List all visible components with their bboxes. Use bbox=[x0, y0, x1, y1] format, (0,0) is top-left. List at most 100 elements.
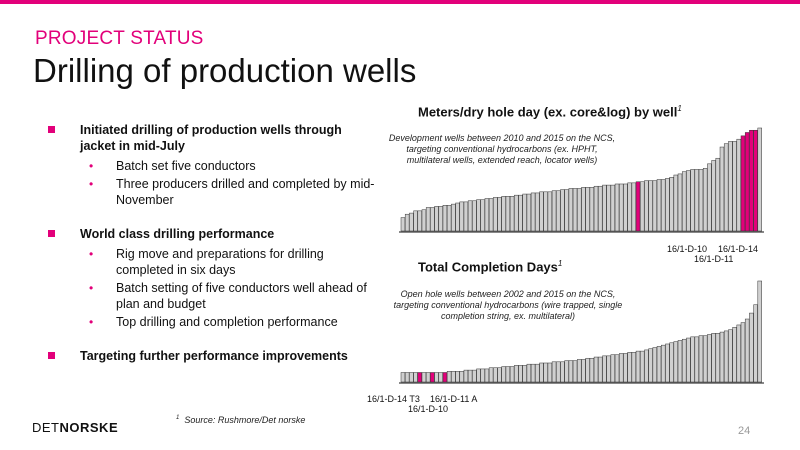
chart1-bar bbox=[556, 190, 561, 232]
chart2-bar bbox=[467, 369, 473, 383]
chart1-bar bbox=[514, 194, 519, 232]
chart2-bar bbox=[417, 372, 422, 383]
chart2-bar bbox=[505, 366, 511, 383]
chart1-bar bbox=[656, 179, 662, 232]
chart2-bar bbox=[610, 354, 616, 383]
top-accent-bar bbox=[0, 0, 800, 4]
slide-title: Drilling of production wells bbox=[33, 52, 417, 89]
chart2-label-t3: 16/1-D-14 T3 bbox=[367, 394, 420, 404]
chart2-bar bbox=[681, 338, 687, 383]
chart1-bar bbox=[661, 179, 666, 232]
chart2-bar bbox=[749, 312, 754, 383]
chart2-bar bbox=[514, 365, 519, 383]
chart2-bar bbox=[665, 343, 670, 383]
chart2-bar bbox=[522, 365, 527, 383]
chart1-bar bbox=[732, 141, 737, 232]
chart1-bar bbox=[560, 189, 565, 232]
chart1-bar bbox=[425, 207, 431, 232]
chart1-bar bbox=[572, 188, 578, 232]
chart1-bar bbox=[715, 157, 720, 232]
chart2-label-d10: 16/1-D-10 bbox=[408, 404, 449, 414]
chart2-bar bbox=[707, 334, 712, 383]
sub-bullet-text: Three producers drilled and completed by… bbox=[116, 177, 375, 207]
chart1-annotation: Development wells between 2010 and 2015 … bbox=[388, 133, 616, 165]
chart1-bar bbox=[417, 210, 422, 232]
chart2-bar bbox=[656, 346, 662, 383]
chart1-bar bbox=[497, 197, 502, 232]
chart1-bar bbox=[409, 212, 414, 232]
chart2-bar bbox=[723, 330, 729, 383]
chart1-bar bbox=[702, 168, 708, 232]
chart1-bar bbox=[694, 169, 699, 232]
chart2-bar bbox=[648, 348, 653, 383]
chart2-bar bbox=[577, 359, 582, 383]
source-footnote: 1 Source: Rushmore/Det norske bbox=[176, 415, 306, 425]
page-number: 24 bbox=[738, 425, 751, 437]
chart1-bar bbox=[669, 177, 674, 232]
chart2-bar bbox=[623, 353, 628, 383]
chart1-bar bbox=[614, 183, 620, 232]
chart1-bar bbox=[753, 129, 758, 232]
dot-bullet-icon: • bbox=[89, 247, 94, 261]
chart1-bar bbox=[652, 180, 658, 232]
chart2-bar bbox=[694, 336, 699, 383]
chart1-bar bbox=[442, 205, 448, 232]
chart1-bar bbox=[598, 185, 603, 232]
chart1-bar bbox=[623, 183, 628, 232]
chart1-bar bbox=[644, 180, 649, 232]
chart1-bar bbox=[459, 201, 464, 232]
chart2-bar bbox=[619, 353, 624, 383]
chart1-bar bbox=[719, 146, 725, 232]
chart1-bar bbox=[564, 189, 569, 232]
chart1-bar bbox=[635, 181, 641, 232]
dot-bullet-icon: • bbox=[89, 159, 94, 173]
sub-bullet: • Top drilling and completion performance bbox=[48, 314, 378, 330]
chart2-bar bbox=[669, 342, 674, 383]
chart2-bar bbox=[627, 352, 632, 383]
chart1-bar bbox=[707, 163, 712, 232]
chart1-bar bbox=[728, 141, 733, 232]
chart2-bar bbox=[736, 324, 741, 383]
chart2-bar bbox=[413, 372, 418, 383]
chart2-bar bbox=[556, 361, 561, 383]
chart2-bar bbox=[463, 369, 469, 383]
chart1-label-d10: 16/1-D-10 bbox=[667, 244, 708, 254]
chart1-bar bbox=[404, 213, 410, 232]
chart2-bar bbox=[753, 304, 758, 383]
chart1-bar bbox=[568, 188, 574, 232]
chart2-bar bbox=[446, 371, 452, 383]
chart2-bar bbox=[598, 356, 603, 383]
chart1-bar bbox=[749, 129, 754, 232]
chart1-bar bbox=[640, 181, 645, 232]
dot-bullet-icon: • bbox=[89, 281, 94, 295]
chart2-bar bbox=[661, 344, 666, 383]
chart2-bar bbox=[631, 352, 637, 383]
chart2-bar bbox=[702, 335, 708, 383]
chart2-bar bbox=[757, 280, 762, 383]
chart1-bar bbox=[526, 193, 532, 232]
chart1-bar bbox=[446, 205, 452, 232]
chart1-bar bbox=[543, 191, 548, 232]
chart1-bar bbox=[631, 182, 637, 232]
chart2-bar bbox=[535, 363, 540, 383]
bullet-1-text: Initiated drilling of production wells t… bbox=[80, 123, 342, 153]
chart1-bar bbox=[711, 160, 716, 232]
chart2-bar bbox=[484, 368, 490, 383]
chart1-bar bbox=[501, 196, 506, 232]
chart1-bar bbox=[665, 178, 670, 232]
chart2-label-d11a: 16/1-D-11 A bbox=[430, 394, 478, 404]
chart2-bar bbox=[434, 372, 439, 383]
chart2-bar bbox=[530, 363, 536, 383]
chart2-bar bbox=[472, 369, 477, 383]
chart1-bar bbox=[488, 198, 494, 232]
chart2-bar bbox=[640, 350, 645, 383]
chart2-bar bbox=[438, 372, 443, 383]
bullet-3: Targeting further performance improvemen… bbox=[48, 348, 378, 364]
chart2-bar bbox=[593, 356, 599, 383]
chart2-bar bbox=[677, 340, 683, 383]
chart1-bar bbox=[648, 180, 653, 232]
chart2-bar bbox=[509, 366, 515, 383]
chart1-bar bbox=[577, 188, 582, 232]
chart2-bar bbox=[719, 331, 725, 383]
